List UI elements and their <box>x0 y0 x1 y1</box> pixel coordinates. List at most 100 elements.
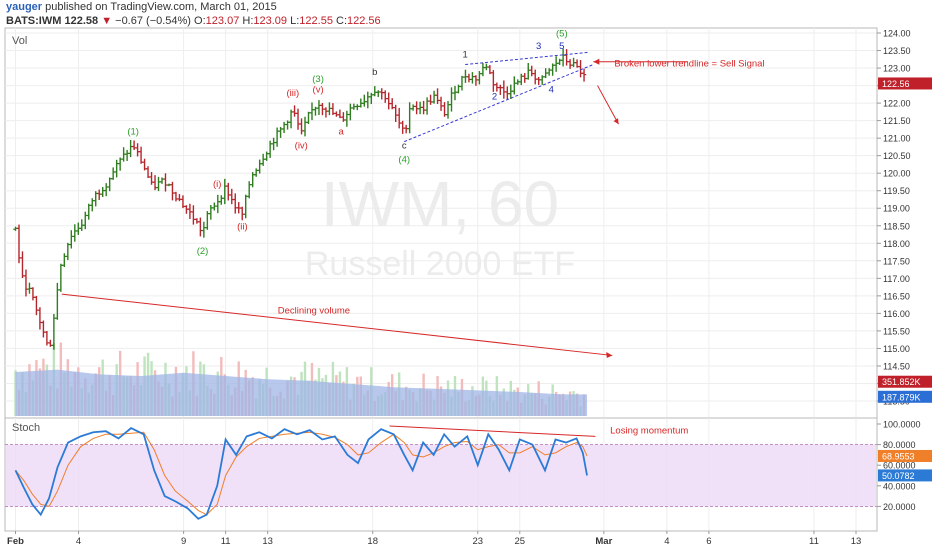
price-axis-badge-value: 351.852K <box>882 377 921 387</box>
price-axis-badge-bg <box>878 390 932 403</box>
time-axis-label: 25 <box>515 536 526 547</box>
declining-volume-annotation: Declining volume <box>278 305 350 316</box>
stoch-k-line <box>14 427 588 520</box>
price-axis-label: 120.50 <box>883 151 911 161</box>
publish-info: yauger published on TradingView.com, Mar… <box>6 1 277 13</box>
last-price: 122.58 <box>64 15 99 27</box>
price-axis-label: 120.00 <box>883 169 911 179</box>
symbol[interactable]: BATS:IWM <box>6 15 62 27</box>
stoch-axis-badge-bg <box>878 449 932 462</box>
time-axis-label: 9 <box>181 536 186 547</box>
downtrend-arrow <box>597 85 619 125</box>
wave-label: (ii) <box>237 221 248 232</box>
price-axis-label: 115.50 <box>883 326 910 336</box>
price-axis-label: 114.50 <box>883 361 910 371</box>
price-axis-badge-value: 122.56 <box>882 79 910 89</box>
stoch-axis-label: 60.0000 <box>883 461 916 471</box>
stoch-axis-badge: 68.9553 <box>878 449 932 462</box>
wave-label: 1 <box>463 50 468 61</box>
stoch-axis-badge-value: 50.0782 <box>882 471 915 481</box>
stoch-axis-label: 80.0000 <box>883 440 916 450</box>
price-axis-label: 117.00 <box>883 274 910 284</box>
price-axis-badge: 187.879K <box>878 390 932 403</box>
sell-signal-annotation: Broken lower trendline = Sell Signal <box>614 58 764 69</box>
price-bar <box>581 68 587 82</box>
stoch-axis-badge-value: 68.9553 <box>882 451 915 461</box>
stoch-pane[interactable]: Stoch Losing momentum <box>4 417 878 532</box>
ohlc-close-label: C: <box>336 15 348 27</box>
time-axis-label: 23 <box>472 536 483 547</box>
price-pane[interactable]: IWM, 60 Russell 2000 ETF Vol (1) (2) (3) (4) (5… <box>4 27 878 419</box>
ohlc-close-value: 122.56 <box>347 15 381 27</box>
symbol-info: BATS:IWM 122.58 ▼ −0.67 (−0.54%) O:123.0… <box>6 15 381 27</box>
price-axis-label: 116.50 <box>883 291 910 301</box>
price-axis-badge: 351.852K <box>878 375 932 388</box>
ohlc-open-value: 123.07 <box>205 15 240 27</box>
price-axis-label: 123.00 <box>883 64 911 74</box>
price-axis-label: 119.50 <box>883 186 910 196</box>
wave-label: (iii) <box>287 88 300 99</box>
price-axis-label: 116.00 <box>883 309 910 319</box>
ohlc-high-label: H: <box>242 15 254 27</box>
stoch-axis-badge: 50.0782 <box>878 469 932 482</box>
volume-bar <box>14 370 17 416</box>
price-axis-label: 115.00 <box>883 344 910 354</box>
watermark-symbol: IWM, 60 <box>321 168 559 240</box>
axes: 124.00123.50123.00122.50122.00121.50121.… <box>5 28 932 547</box>
time-axis-label: 18 <box>367 536 378 547</box>
time-axis-label: 4 <box>664 536 669 547</box>
wave-label: 4 <box>549 85 554 96</box>
price-axis-badge: 122.56 <box>878 77 932 90</box>
volume-pane-label: Vol <box>12 35 27 47</box>
price-axis-label: 124.00 <box>883 29 911 39</box>
stoch-axis-badge-bg <box>878 469 932 482</box>
upper-trendline <box>465 51 590 66</box>
ohlc-open-label: O: <box>194 15 206 27</box>
ohlc-low-value: 122.55 <box>299 15 333 27</box>
price-axis-label: 122.00 <box>883 99 911 109</box>
price-pane-frame <box>4 27 878 419</box>
declining-volume-arrowhead <box>606 351 613 358</box>
price-axis-label: 118.00 <box>883 239 910 249</box>
price-axis-label: 119.00 <box>883 204 910 214</box>
ohlc-high-value: 123.09 <box>253 15 288 27</box>
time-axis-label: 6 <box>706 536 711 547</box>
price-axis-label: 117.50 <box>883 256 910 266</box>
wave-label: (iv) <box>295 141 308 152</box>
price-axis-badge-value: 187.879K <box>882 392 921 402</box>
time-axis-label: 11 <box>809 536 819 547</box>
time-axis-label: Feb <box>7 536 24 547</box>
sell-signal-arrowhead <box>593 58 600 65</box>
stoch-pane-label: Stoch <box>12 422 40 434</box>
price-axis-label: 121.00 <box>883 134 911 144</box>
wave-label: (2) <box>197 246 209 257</box>
losing-momentum-annotation: Losing momentum <box>610 425 688 436</box>
price-change: −0.67 (−0.54%) <box>115 15 191 27</box>
watermark-description: Russell 2000 ETF <box>305 245 575 283</box>
stoch-axis-label: 100.0000 <box>883 420 921 430</box>
price-axis-badge-bg <box>878 77 932 90</box>
lower-trendline <box>404 64 594 143</box>
price-axis-label: 118.50 <box>883 221 910 231</box>
stoch-band <box>6 444 876 507</box>
wave-label: (i) <box>213 179 221 190</box>
price-axis-label: 123.50 <box>883 46 911 56</box>
wave-label: a <box>339 127 345 138</box>
time-axis-label: Mar <box>595 536 612 547</box>
stoch-axis-label: 20.0000 <box>883 502 916 512</box>
time-axis-label: 4 <box>76 536 81 547</box>
wave-label: 5 <box>559 41 564 52</box>
ohlc-low-label: L: <box>290 15 300 27</box>
declining-volume-line <box>61 293 613 356</box>
wave-label: (v) <box>313 85 324 96</box>
wave-label: (4) <box>398 155 410 166</box>
stoch-axis-label: 40.0000 <box>883 481 916 491</box>
author-link[interactable]: yauger <box>6 1 43 13</box>
time-axis-label: 13 <box>851 536 862 547</box>
losing-momentum-line <box>389 425 596 437</box>
downtrend-arrowhead <box>613 118 619 125</box>
volume-moving-average <box>15 369 588 416</box>
wave-label: 2 <box>492 92 497 103</box>
published-text: published on TradingView.com, March 01, … <box>45 1 277 13</box>
